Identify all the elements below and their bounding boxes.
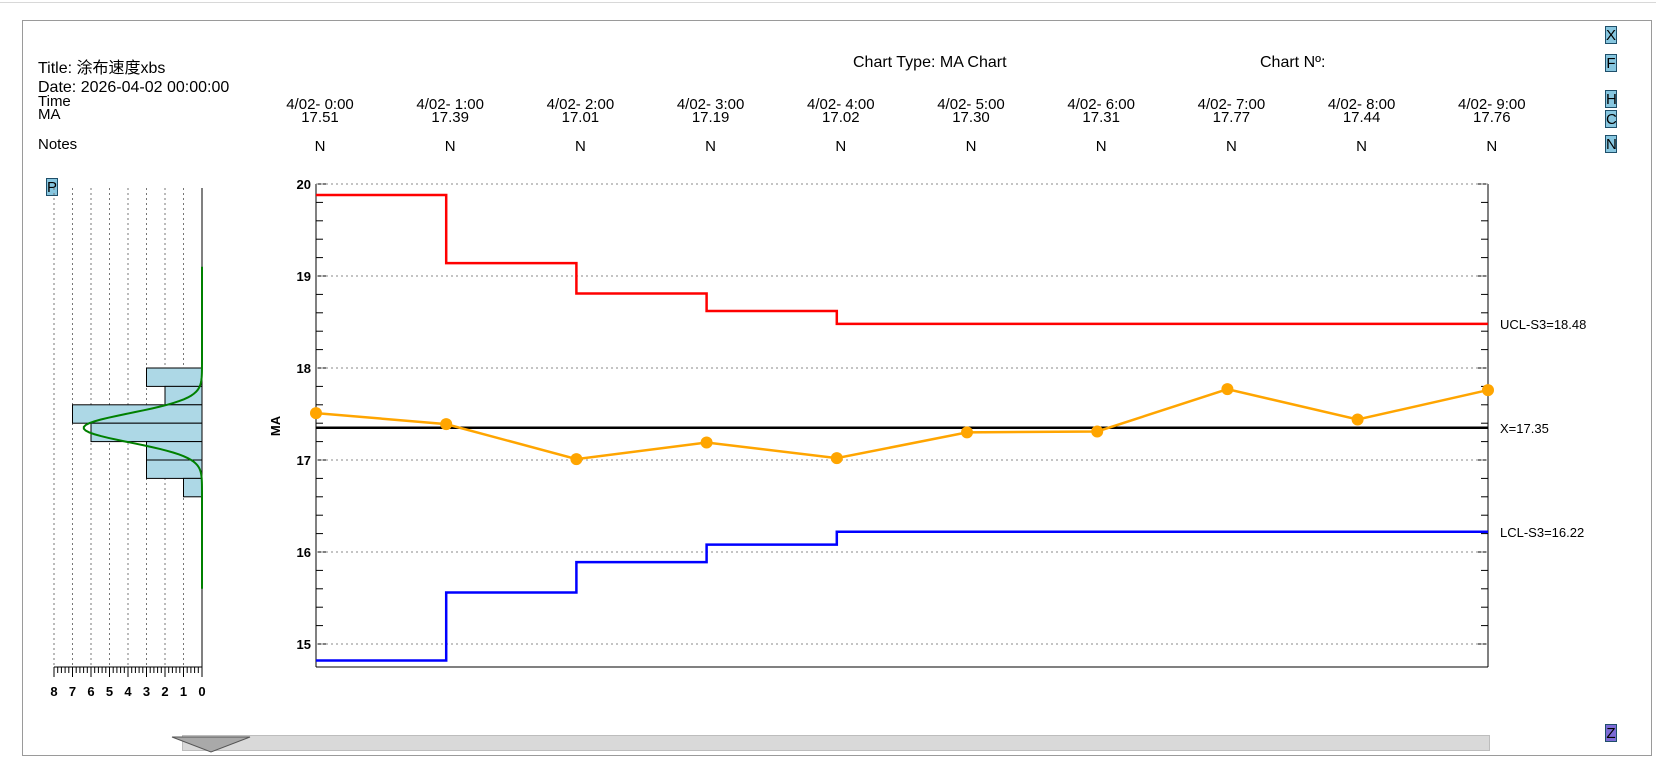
- hist-x-tick-label: 3: [143, 684, 150, 699]
- note-cell: N: [1225, 138, 1237, 155]
- ma-cell: 17.76: [1473, 109, 1511, 126]
- chart-number-label: Chart Nº:: [1260, 54, 1326, 71]
- h-button[interactable]: H: [1605, 90, 1617, 108]
- hist-x-tick-label: 5: [106, 684, 113, 699]
- time-cell: 4/02- 3:00: [676, 96, 745, 113]
- y-tick-label: 20: [297, 177, 311, 192]
- histogram-p-button[interactable]: P: [46, 178, 58, 196]
- time-cell: 4/02- 9:00: [1458, 96, 1526, 113]
- hist-x-tick-label: 8: [50, 684, 57, 699]
- ma-point[interactable]: [440, 418, 453, 431]
- ma-cell: 17.02: [822, 109, 860, 126]
- ma-point[interactable]: [1482, 384, 1494, 397]
- ma-point[interactable]: [1221, 383, 1234, 396]
- c-button[interactable]: C: [1605, 110, 1617, 128]
- ma-point[interactable]: [570, 453, 583, 466]
- y-tick-label: 15: [297, 637, 311, 652]
- hist-x-tick-label: 6: [87, 684, 94, 699]
- time-row-label: Time: [38, 93, 71, 110]
- ma-chart: 15 16 17 18 19 20 MA UCL-S3=18.48 X=17.35 LCL-S3=…: [268, 177, 1586, 668]
- hist-x-tick-label: 2: [161, 684, 168, 699]
- ma-cell: 17.77: [1212, 109, 1251, 126]
- hist-bar: [72, 404, 203, 424]
- hist-bar: [90, 422, 203, 443]
- time-cell: 4/02- 4:00: [807, 96, 875, 113]
- ma-point[interactable]: [310, 407, 322, 420]
- time-cell: 4/02- 6:00: [1067, 96, 1135, 113]
- hist-x-tick-label: 7: [69, 684, 76, 699]
- chart-title: Title: 涂布速度xbs: [38, 60, 166, 77]
- hist-bar: [146, 459, 203, 479]
- ma-cell: 17.01: [561, 109, 600, 126]
- ma-point[interactable]: [1091, 425, 1104, 438]
- note-cell: N: [835, 138, 847, 155]
- chart-date: Date: 2026-04-02 00:00:00: [38, 79, 230, 96]
- ucl-line: [316, 193, 1488, 326]
- ma-cell: 17.30: [952, 109, 990, 126]
- center-label: X=17.35: [1500, 421, 1549, 436]
- scroll-thumb[interactable]: [171, 736, 251, 753]
- lcl-label: LCL-S3=16.22: [1500, 525, 1584, 540]
- filter-f-button[interactable]: F: [1605, 54, 1617, 72]
- ma-cell: 17.19: [691, 109, 730, 126]
- hist-bar: [146, 367, 203, 387]
- time-cell: 4/02- 5:00: [937, 96, 1005, 113]
- note-cell: N: [444, 138, 456, 155]
- ma-cell: 17.31: [1082, 109, 1120, 126]
- zoom-z-button[interactable]: Z: [1605, 724, 1617, 742]
- time-cell: 4/02- 0:00: [286, 96, 354, 113]
- normal-curve: [82, 266, 203, 589]
- note-cell: N: [1486, 138, 1498, 155]
- y-tick-label: 17: [297, 453, 311, 468]
- ma-row-label: MA: [38, 106, 61, 123]
- y-tick-label: 19: [297, 269, 311, 284]
- ma-cell: 17.39: [431, 109, 469, 126]
- ma-point[interactable]: [700, 436, 713, 449]
- ma-point[interactable]: [1351, 413, 1364, 426]
- y-tick-label: 16: [297, 545, 311, 560]
- hist-x-tick-label: 4: [124, 684, 132, 699]
- close-x-button[interactable]: X: [1605, 26, 1617, 44]
- ucl-label: UCL-S3=18.48: [1500, 317, 1586, 332]
- ma-point[interactable]: [961, 426, 973, 439]
- ma-cell: 17.51: [301, 109, 339, 126]
- chart-type-label: Chart Type: MA Chart: [853, 54, 1007, 71]
- notes-row-label: Notes: [38, 136, 78, 153]
- horizontal-scrollbar[interactable]: [182, 735, 1490, 751]
- y-axis-label: MA: [268, 415, 283, 436]
- hist-bar: [164, 385, 203, 406]
- ma-series-line: [315, 387, 1489, 461]
- y-tick-label: 18: [297, 361, 311, 376]
- note-cell: N: [314, 138, 326, 155]
- time-cell: 4/02- 7:00: [1197, 96, 1266, 113]
- chart-window: [22, 20, 1652, 756]
- hist-x-tick-label: 0: [198, 684, 205, 699]
- hist-bar: [146, 441, 203, 461]
- note-cell: N: [705, 138, 717, 155]
- ma-cell: 17.44: [1342, 109, 1381, 126]
- lcl-line: [316, 530, 1488, 662]
- top-rule: [0, 2, 1656, 3]
- time-cell: 4/02- 1:00: [416, 96, 484, 113]
- time-cell: 4/02- 8:00: [1327, 96, 1396, 113]
- hist-bar: [183, 477, 203, 498]
- time-cell: 4/02- 2:00: [546, 96, 615, 113]
- note-cell: N: [574, 138, 586, 155]
- note-cell: N: [1095, 138, 1107, 155]
- note-cell: N: [1356, 138, 1368, 155]
- hist-x-tick-label: 1: [180, 684, 187, 699]
- notes-n-button[interactable]: N: [1605, 135, 1617, 153]
- note-cell: N: [965, 138, 977, 155]
- ma-point[interactable]: [830, 452, 843, 465]
